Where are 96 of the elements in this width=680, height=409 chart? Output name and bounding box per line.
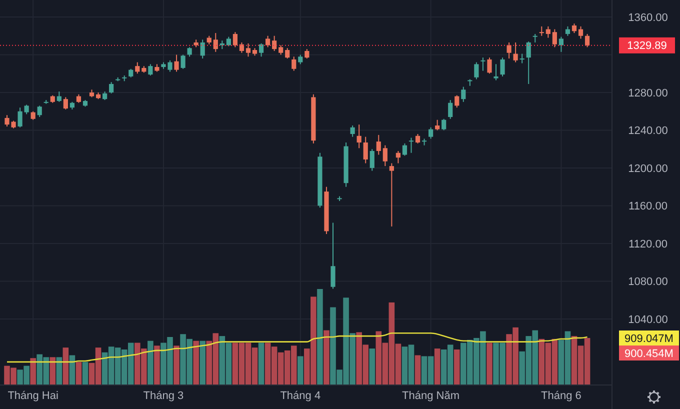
y-tick-label: 1080.00 xyxy=(628,276,668,288)
candlestick xyxy=(520,53,524,64)
candlestick xyxy=(285,48,290,60)
candlestick xyxy=(461,86,466,102)
candlestick xyxy=(63,96,68,110)
bar xyxy=(369,348,376,385)
candlestick xyxy=(135,62,140,74)
candlestick xyxy=(200,39,205,60)
candlestick xyxy=(232,32,238,48)
candlestick xyxy=(363,136,368,164)
candlestick xyxy=(500,57,505,77)
candlestick xyxy=(415,133,420,144)
candlestick xyxy=(454,94,460,108)
bar xyxy=(82,362,88,385)
candlestick xyxy=(382,144,388,167)
bar xyxy=(30,358,36,385)
bar xyxy=(148,340,154,385)
bar xyxy=(174,346,180,385)
candlestick xyxy=(526,41,531,84)
candlestick xyxy=(435,119,440,131)
bar xyxy=(317,289,323,385)
x-tick-label: Tháng Hai xyxy=(8,390,58,402)
x-tick-label: Tháng 6 xyxy=(541,390,582,402)
candlestick xyxy=(572,23,577,34)
candlestick xyxy=(187,46,192,58)
bar xyxy=(454,349,460,385)
candlestick xyxy=(552,28,557,48)
candlestick xyxy=(448,100,453,120)
candlestick xyxy=(428,126,434,140)
x-tick-label: Tháng 3 xyxy=(143,390,184,402)
bar xyxy=(56,357,62,385)
candlestick xyxy=(37,105,42,118)
bar xyxy=(258,342,264,385)
candlestick xyxy=(272,35,277,52)
candlestick xyxy=(258,42,264,58)
candlestick xyxy=(266,35,270,48)
candlestick xyxy=(539,26,544,36)
text: 900.454M xyxy=(624,348,674,360)
candlestick xyxy=(474,62,479,80)
candlestick xyxy=(408,137,414,154)
bar xyxy=(414,355,421,385)
candlestick xyxy=(246,42,251,58)
candlestick xyxy=(494,64,498,81)
bar xyxy=(193,340,199,385)
candlestick xyxy=(480,57,486,72)
candlestick xyxy=(370,148,374,172)
bar xyxy=(324,330,330,385)
candlestick xyxy=(24,104,29,115)
candlestick xyxy=(584,33,590,48)
candlestick xyxy=(422,138,427,146)
bar xyxy=(76,362,82,385)
bar xyxy=(154,346,160,385)
candlestick xyxy=(376,134,381,156)
candlestick xyxy=(304,48,310,60)
candlestick xyxy=(330,222,336,290)
candlestick xyxy=(174,54,179,72)
x-tick-label: Tháng 4 xyxy=(280,390,321,402)
y-tick-label: 1240.00 xyxy=(628,125,668,138)
bar xyxy=(200,340,206,385)
y-tick-label: 1040.00 xyxy=(628,314,668,326)
candlestick xyxy=(356,124,362,149)
y-tick-label: 1160.00 xyxy=(628,200,668,213)
candlestick xyxy=(396,150,400,164)
bar xyxy=(486,342,492,385)
candlestick xyxy=(18,107,22,128)
ref-line-label: 1329.89 xyxy=(627,40,667,52)
y-tick-label: 1200.00 xyxy=(628,162,668,175)
candlestick xyxy=(487,57,492,74)
candlestick xyxy=(506,42,512,60)
bar xyxy=(69,355,76,385)
candlestick xyxy=(546,26,550,38)
bar xyxy=(434,348,440,385)
y-tick-label: 1120.00 xyxy=(628,238,668,250)
candlestick xyxy=(442,118,446,131)
x-tick-label: Tháng Năm xyxy=(402,390,460,402)
bar xyxy=(50,357,56,385)
candlestick xyxy=(109,82,114,94)
candlestick xyxy=(56,91,62,102)
candlestick xyxy=(350,125,355,138)
candlestick xyxy=(148,64,153,76)
bar xyxy=(298,356,304,385)
candlestick xyxy=(213,32,218,52)
candlestick xyxy=(565,26,570,36)
candlestick xyxy=(389,162,394,227)
candlestick xyxy=(402,142,408,156)
bar xyxy=(62,348,69,385)
candlestick xyxy=(180,54,186,70)
candlestick xyxy=(513,42,518,63)
candlestick xyxy=(292,56,296,72)
y-tick-label: 1360.00 xyxy=(628,12,668,24)
candlestick xyxy=(278,44,284,56)
candlestick xyxy=(298,54,303,65)
text: 909.047M xyxy=(624,332,674,345)
candlestick xyxy=(578,26,584,40)
y-tick-label: 1280.00 xyxy=(628,87,668,100)
candlestick xyxy=(558,36,564,52)
